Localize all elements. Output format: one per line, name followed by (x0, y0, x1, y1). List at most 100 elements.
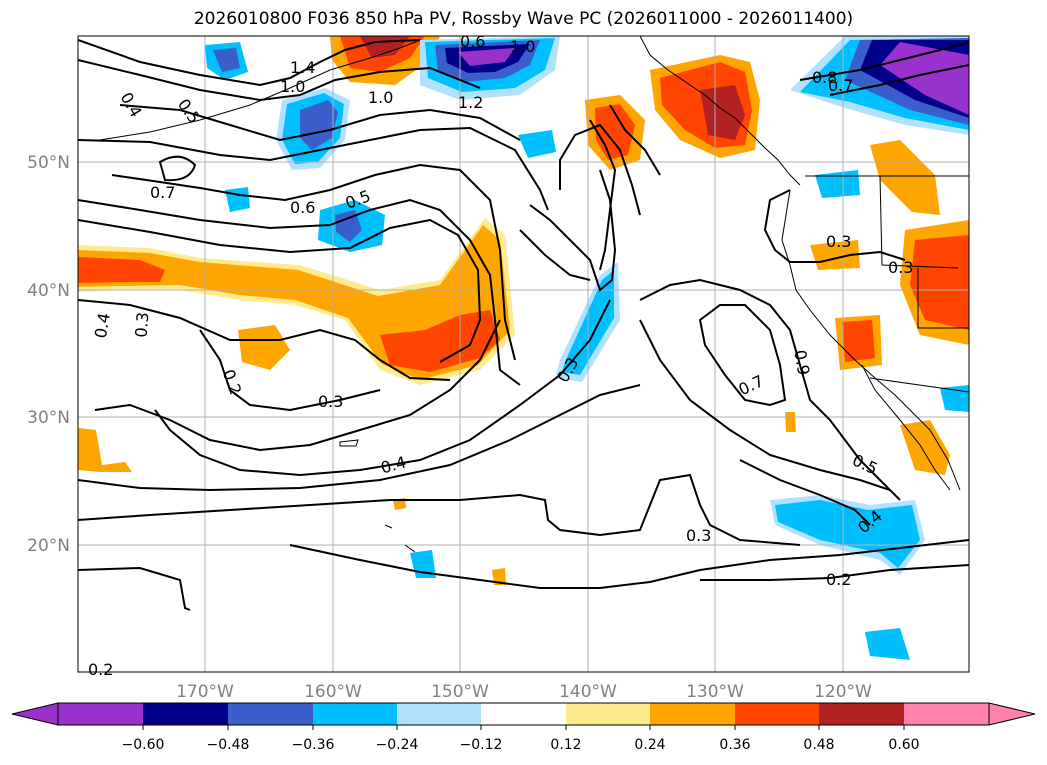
contour-label: 1.4 (290, 58, 315, 77)
colorbar-tick-label: 0.36 (719, 737, 750, 753)
contour-line (289, 539, 969, 589)
lat-label: 20°N (27, 536, 70, 556)
contour-line (78, 299, 451, 381)
pv-fill-blue (213, 48, 240, 72)
colorbar-segment (735, 703, 819, 725)
pv-contours (78, 39, 969, 611)
contour-label: 1.0 (368, 88, 393, 107)
contour-line (78, 218, 482, 363)
pv-fill-blue (335, 210, 362, 242)
pv-fill-red (78, 257, 165, 283)
contour-line (799, 41, 969, 81)
pv-fill-purple (458, 48, 515, 66)
contour-line (559, 123, 641, 216)
contour-line (639, 319, 891, 491)
contour-line (829, 64, 969, 96)
colorbar-segment (819, 703, 904, 725)
lon-label: 170°W (176, 682, 234, 702)
contour-label: 0.8 (812, 68, 837, 87)
colorbar-tick-label: −0.48 (207, 737, 250, 753)
colorbar-segment (58, 703, 143, 725)
pv-fill-red (380, 310, 500, 372)
contour-label: 0.6 (460, 32, 485, 51)
contour-line (154, 299, 611, 477)
pv-fill-cyan (775, 500, 920, 568)
contour-line (700, 564, 969, 581)
colorbar-segment (397, 703, 481, 725)
lon-label: 120°W (814, 682, 872, 702)
contour-label: 0.3 (686, 526, 711, 545)
contour-label: 0.2 (826, 570, 851, 589)
contour-line (119, 104, 521, 142)
contour-line (698, 304, 787, 407)
contour-line (78, 566, 191, 611)
colorbar-tick-label: 0.24 (634, 737, 665, 753)
contour-line (529, 169, 617, 292)
contour-label: 1.0 (510, 37, 535, 56)
colorbar-extend-max (988, 702, 1036, 726)
pv-fill-red (910, 235, 969, 330)
contour-line (589, 119, 617, 271)
lat-label: 40°N (27, 281, 70, 301)
colorbar-frame (57, 702, 990, 726)
contour-label: 0.9 (790, 348, 813, 376)
contour-line (763, 189, 906, 263)
colorbar-tick-label: −0.12 (460, 737, 503, 753)
colorbar-segment (650, 703, 735, 725)
pv-fill-blue (300, 100, 338, 150)
lon-label: 130°W (686, 682, 744, 702)
colorbar-tick-label: −0.36 (292, 737, 335, 753)
lat-label: 30°N (27, 408, 70, 428)
colorbar-segment (904, 703, 989, 725)
pv-fill-orange (492, 568, 506, 585)
pv-fill-cyan (865, 628, 910, 660)
coastline-aleutians (99, 39, 421, 141)
map-plot-area (78, 36, 969, 672)
pv-fill-orange (900, 420, 950, 475)
contour-line (639, 278, 901, 501)
contour-label: 1.2 (458, 93, 483, 112)
lon-label: 140°W (559, 682, 617, 702)
coastline-westcoast (781, 189, 961, 491)
lat-label: 50°N (27, 153, 70, 173)
contour-line (78, 384, 641, 492)
contour-label: 0.6 (290, 198, 315, 217)
contour-line (78, 198, 521, 386)
border-states (879, 175, 969, 329)
coastline-hawaii (339, 439, 416, 553)
pv-fill-orange (870, 140, 940, 215)
colorbar: −0.60 −0.48 −0.36 −0.24 −0.12 0.12 0.24 … (11, 702, 1036, 753)
contour-line (739, 459, 871, 526)
pv-fill-darkred (700, 85, 745, 140)
pv-fill-orange (238, 325, 290, 370)
colorbar-segment (481, 703, 566, 725)
lon-label: 150°W (431, 682, 489, 702)
pv-fill-cyan (815, 170, 860, 198)
contour-line (78, 39, 421, 87)
colorbar-segment (313, 703, 397, 725)
contour-line (94, 319, 501, 452)
colorbar-tick-label: 0.12 (550, 737, 581, 753)
coastline-alaska (639, 36, 801, 186)
lon-label: 160°W (304, 682, 362, 702)
contour-label: 0.7 (150, 183, 175, 202)
colorbar-segment (143, 703, 228, 725)
contour-line (199, 329, 381, 412)
contour-label: 0.4 (91, 311, 114, 339)
colorbar-tick-label: −0.60 (122, 737, 165, 753)
coastlines (99, 36, 969, 553)
contour-line (78, 59, 481, 102)
pv-shading (78, 36, 969, 660)
colorbar-segment (566, 703, 650, 725)
contour-label: 0.3 (318, 392, 343, 411)
pv-fill-cyan (940, 385, 969, 412)
colorbar-tick-label: −0.24 (376, 737, 419, 753)
map-title: 2026010800 F036 850 hPa PV, Rossby Wave … (193, 9, 854, 29)
contour-line (519, 229, 591, 281)
coastline-baja (861, 364, 951, 491)
axis-labels: 50°N 40°N 30°N 20°N 170°W 160°W 150°W 14… (27, 153, 872, 702)
contour-line (78, 473, 801, 546)
pv-fill-cyan (518, 130, 556, 158)
colorbar-tick-label: 0.48 (803, 737, 834, 753)
